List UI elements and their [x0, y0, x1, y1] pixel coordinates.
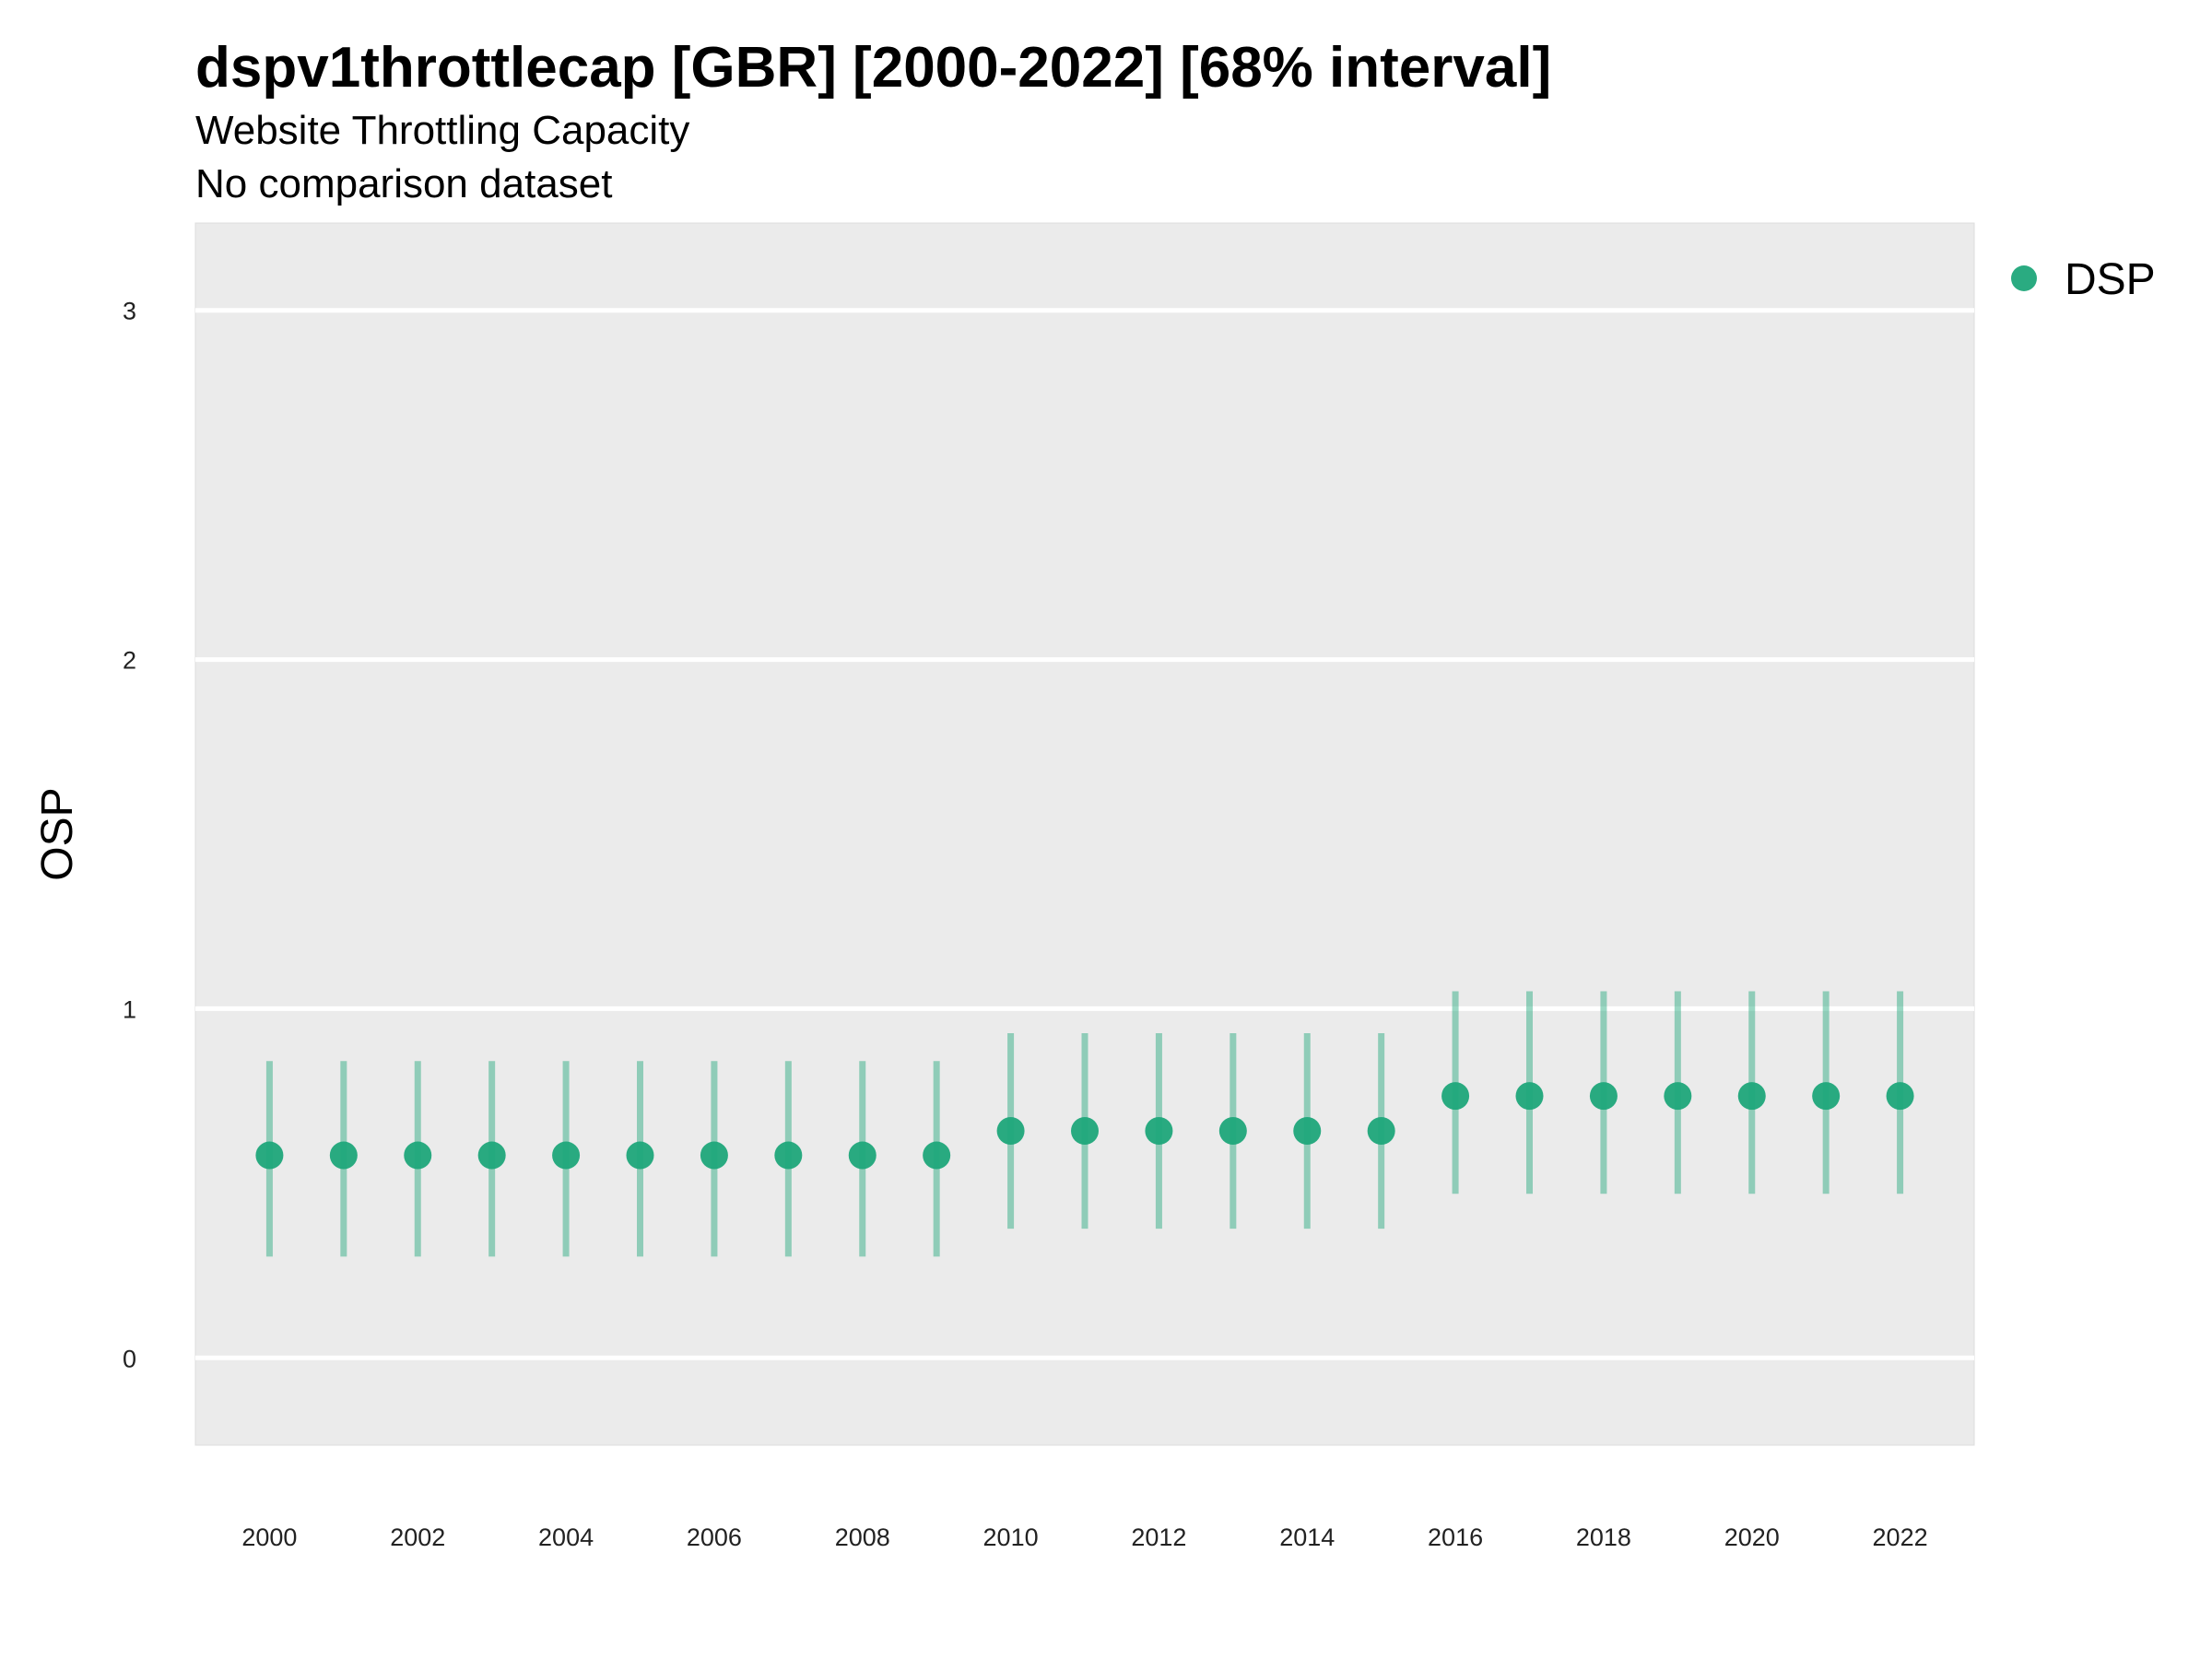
data-point	[1367, 1117, 1395, 1146]
data-point	[255, 1141, 284, 1170]
data-marks	[255, 991, 1914, 1257]
x-tick-label: 2012	[1131, 1524, 1186, 1551]
x-tick-label: 2022	[1873, 1524, 1928, 1551]
legend-marker-dsp	[2011, 265, 2037, 291]
data-point	[404, 1141, 432, 1170]
x-tick-label: 2004	[538, 1524, 594, 1551]
data-point	[477, 1141, 506, 1170]
data-point	[1145, 1117, 1173, 1146]
data-point	[1737, 1082, 1766, 1111]
x-tick-label: 2006	[687, 1524, 742, 1551]
y-axis-ticks: 0 1 2 3	[123, 298, 136, 1373]
x-tick-label: 2016	[1428, 1524, 1483, 1551]
legend: DSP	[2011, 255, 2156, 304]
data-point	[1886, 1082, 1914, 1111]
y-tick-label: 3	[123, 298, 136, 325]
x-tick-label: 2014	[1279, 1524, 1335, 1551]
data-point	[1812, 1082, 1841, 1111]
data-point	[552, 1141, 581, 1170]
x-axis-ticks: 2000 2002 2004 2006 2008 2010 2012 2014 2016 2018…	[241, 1524, 1927, 1551]
plot-panel	[194, 222, 1975, 1446]
y-tick-label: 0	[123, 1345, 136, 1372]
data-point	[700, 1141, 728, 1170]
chart-title: dspv1throttlecap [GBR] [2000-2022] [68% …	[195, 36, 1551, 100]
data-point	[1664, 1082, 1692, 1111]
x-tick-label: 2010	[983, 1524, 1039, 1551]
data-point	[1071, 1117, 1099, 1146]
data-point	[1218, 1117, 1247, 1146]
data-point	[1515, 1082, 1544, 1111]
data-point	[848, 1141, 877, 1170]
x-tick-label: 2020	[1724, 1524, 1780, 1551]
data-point	[1441, 1082, 1470, 1111]
x-tick-label: 2008	[835, 1524, 890, 1551]
y-axis-label: OSP	[33, 787, 82, 880]
gridlines	[195, 308, 1974, 1360]
data-point	[923, 1141, 951, 1170]
x-tick-label: 2002	[390, 1524, 445, 1551]
chart-subtitle: Website Throttling Capacity	[195, 108, 689, 153]
legend-label-dsp: DSP	[2065, 255, 2156, 304]
data-point	[1589, 1082, 1618, 1111]
chart-subtitle-secondary: No comparison dataset	[195, 161, 612, 206]
y-tick-label: 1	[123, 995, 136, 1023]
data-point	[1293, 1117, 1322, 1146]
data-point	[996, 1117, 1025, 1146]
data-point	[329, 1141, 358, 1170]
y-tick-label: 2	[123, 647, 136, 675]
data-point	[626, 1141, 654, 1170]
x-tick-label: 2018	[1576, 1524, 1631, 1551]
data-point	[774, 1141, 803, 1170]
x-tick-label: 2000	[241, 1524, 297, 1551]
